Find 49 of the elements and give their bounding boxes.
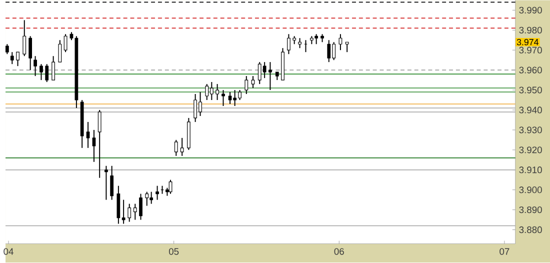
y-tick-label: 3.990 xyxy=(519,7,542,14)
candlestick xyxy=(104,166,108,201)
candlestick xyxy=(174,140,178,157)
candlestick xyxy=(128,204,132,222)
candlestick xyxy=(156,186,159,201)
candlestick xyxy=(110,166,114,201)
candlestick xyxy=(133,204,137,220)
candlestick xyxy=(6,44,9,55)
candlestick xyxy=(122,200,126,224)
candlestick xyxy=(16,52,20,67)
x-tick-label: 07 xyxy=(500,248,510,256)
candlestick xyxy=(52,56,55,81)
y-tick-label: 3.930 xyxy=(519,126,542,134)
candlestick xyxy=(216,84,219,101)
candlestick xyxy=(116,186,120,224)
candlestick xyxy=(222,90,225,107)
candlestick xyxy=(139,194,142,220)
y-tick-label: 3.890 xyxy=(519,206,542,214)
candlestick xyxy=(251,76,255,89)
candlestick xyxy=(338,34,342,51)
y-tick-label: 3.950 xyxy=(519,86,542,94)
candlestick xyxy=(244,76,248,95)
candlestick xyxy=(40,64,43,81)
y-tick-label: 3.970 xyxy=(519,47,542,54)
candlestick xyxy=(28,36,32,71)
x-tick-label: 05 xyxy=(168,248,179,256)
candlestick xyxy=(145,192,149,207)
y-tick-label: 3.980 xyxy=(519,27,542,34)
annotation: 3.974 xyxy=(516,39,538,46)
candlestick xyxy=(180,138,184,157)
candlestick xyxy=(86,122,90,149)
candlestick xyxy=(98,110,102,179)
y-tick-label: 3.880 xyxy=(519,226,542,234)
y-tick-label: 3.900 xyxy=(519,186,542,194)
candlestick xyxy=(10,52,14,65)
candlestick xyxy=(268,62,272,91)
candlestick xyxy=(287,34,290,55)
y-tick-label: 3.940 xyxy=(519,106,542,114)
candlestick xyxy=(45,64,49,83)
y-tick-label: 3.920 xyxy=(519,146,542,154)
y-tick-label: 3.960 xyxy=(519,66,542,74)
candlestick xyxy=(34,56,37,77)
y-tick-label: 3.910 xyxy=(519,166,542,174)
candlestick xyxy=(64,34,68,53)
candlestick xyxy=(298,38,302,49)
candlestick xyxy=(345,42,349,53)
candlestick xyxy=(58,40,62,63)
candlestick xyxy=(22,20,26,57)
x-tick-label: 06 xyxy=(334,248,344,256)
